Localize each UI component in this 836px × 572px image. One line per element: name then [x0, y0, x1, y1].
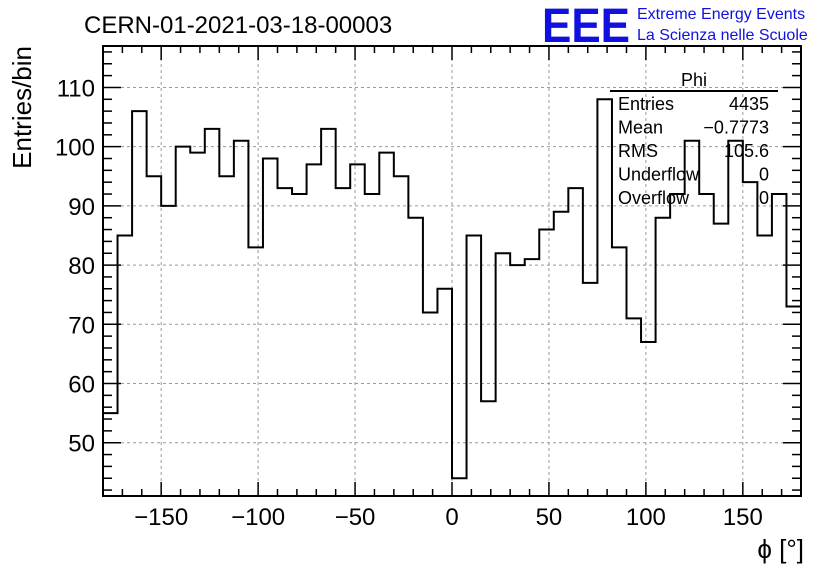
histogram-bin	[627, 318, 642, 496]
histogram-bin	[263, 159, 278, 497]
histogram-bin	[728, 141, 743, 496]
stats-row-value: 105.6	[724, 141, 769, 161]
histogram-bin	[772, 194, 787, 496]
histogram-bin	[307, 164, 322, 496]
histogram-bin	[699, 194, 714, 496]
x-tick-label: 150	[723, 504, 763, 531]
y-axis-label: Entries/bin	[7, 46, 37, 169]
histogram-bin	[205, 129, 220, 496]
histogram-bin	[641, 342, 656, 496]
histogram-bin	[510, 265, 525, 496]
histogram-bin	[379, 153, 394, 496]
histogram-bin	[248, 247, 263, 496]
run-title: CERN-01-2021-03-18-00003	[84, 12, 392, 39]
x-tick-label: −150	[134, 504, 188, 531]
axis-ticks	[102, 46, 802, 496]
y-tick-labels: 50 60 70 80 90 100 110	[55, 75, 95, 457]
histogram-bin	[408, 218, 423, 496]
histogram-bin	[786, 307, 801, 496]
eee-logo-text: EEE	[542, 0, 630, 53]
histogram-bin	[365, 194, 380, 496]
histogram-outline	[102, 98, 802, 496]
stats-row-value: 4435	[729, 94, 769, 114]
histogram-bin	[481, 401, 496, 496]
histogram-bin	[597, 99, 612, 496]
histogram-series	[102, 98, 802, 497]
histogram-bin	[525, 259, 540, 496]
histogram-bin	[147, 176, 162, 496]
stats-row-label: Underflow	[618, 165, 700, 185]
stats-row-label: Entries	[618, 94, 674, 114]
stats-row-value: −0.7773	[703, 118, 769, 138]
x-axis-label: ϕ [°]	[757, 534, 804, 564]
histogram-bin	[292, 194, 307, 496]
stats-row-label: RMS	[618, 141, 658, 161]
histogram-bin	[670, 194, 685, 496]
histogram-bin	[452, 478, 467, 496]
histogram-bin	[714, 224, 729, 496]
histogram-bin	[554, 212, 569, 496]
eee-logo: EEE Extreme Energy Events La Scienza nel…	[542, 0, 808, 53]
histogram-bin	[757, 235, 772, 496]
histogram-bin	[278, 188, 293, 496]
y-tick-label: 90	[68, 194, 95, 221]
stats-box: Phi Entries 4435 Mean −0.7773 RMS 105.6 Underf…	[610, 70, 778, 208]
histogram-bin	[612, 247, 627, 496]
x-tick-label: 0	[445, 504, 458, 531]
histogram-bin	[656, 218, 671, 496]
stats-rows: Entries 4435 Mean −0.7773 RMS 105.6 Underflow 0…	[618, 94, 769, 208]
histogram-bin	[118, 235, 133, 496]
y-tick-label: 60	[68, 372, 95, 399]
histogram-bin	[568, 188, 583, 496]
y-tick-label: 70	[68, 312, 95, 339]
histogram-bin	[437, 289, 452, 496]
histogram-bin	[336, 188, 351, 496]
histogram-bin	[496, 253, 511, 496]
x-tick-label: −100	[231, 504, 285, 531]
histogram-bin	[219, 176, 234, 496]
histogram-bin	[394, 176, 409, 496]
x-tick-label: 100	[626, 504, 666, 531]
stats-title: Phi	[681, 70, 707, 90]
histogram-bin	[583, 283, 598, 496]
stats-row-value: 0	[759, 188, 769, 208]
histogram-bin	[132, 111, 147, 496]
histogram-bin	[423, 312, 438, 496]
eee-logo-line1: Extreme Energy Events	[637, 6, 805, 23]
histogram-bin	[321, 129, 336, 496]
histogram-bin	[743, 182, 758, 496]
histogram-bin	[350, 164, 365, 496]
y-tick-label: 110	[57, 75, 95, 102]
histogram-bin	[161, 206, 176, 496]
x-tick-labels: −150 −100 −50 0 50 100 150	[134, 504, 763, 531]
histogram-bin	[176, 147, 191, 496]
histogram-bin	[190, 153, 205, 496]
stats-row-label: Overflow	[618, 188, 690, 208]
stats-row-value: 0	[759, 165, 769, 185]
y-tick-label: 100	[55, 135, 95, 162]
eee-logo-line2: La Scienza nelle Scuole	[637, 27, 808, 44]
x-tick-label: 50	[536, 504, 563, 531]
histogram-bin	[539, 230, 554, 496]
y-tick-label: 50	[68, 431, 95, 458]
x-tick-label: −50	[335, 504, 376, 531]
histogram-bin	[467, 235, 482, 496]
y-tick-label: 80	[68, 253, 95, 280]
stats-row-label: Mean	[618, 118, 663, 138]
histogram-bin	[234, 141, 249, 496]
